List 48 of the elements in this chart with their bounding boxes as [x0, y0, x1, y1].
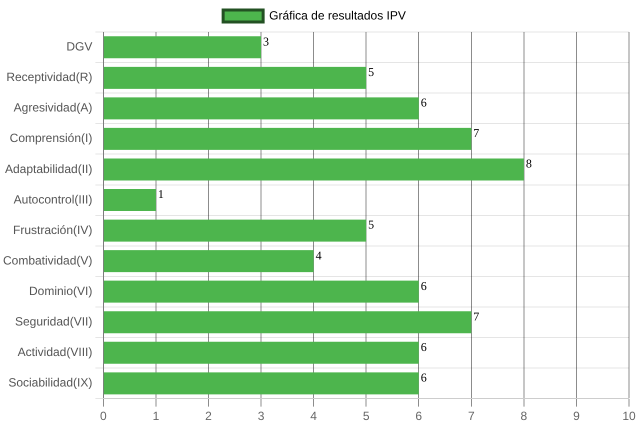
- bar: [104, 220, 366, 242]
- y-tick-label: Sociabilidad(IX): [8, 376, 92, 390]
- y-tick-label: Seguridad(VII): [14, 314, 92, 329]
- x-tick-label: 9: [573, 409, 580, 424]
- y-tick-label: Dominio(VI): [29, 284, 92, 298]
- x-tick-label: 5: [362, 409, 370, 424]
- data-label: 7: [473, 309, 480, 324]
- x-tick-label: 6: [415, 409, 422, 424]
- x-tick-label: 7: [468, 409, 475, 424]
- y-tick-label: DGV: [66, 40, 92, 54]
- x-tick-label: 0: [100, 409, 108, 424]
- bar: [104, 342, 419, 364]
- y-tick-label: Frustración(IV): [13, 222, 92, 237]
- data-label: 6: [420, 96, 427, 110]
- bar: [104, 250, 314, 272]
- x-tick-label: 1: [152, 409, 160, 424]
- y-tick-label: Actividad(VIII): [18, 345, 92, 360]
- data-label: 4: [316, 248, 322, 262]
- data-label: 8: [526, 156, 532, 171]
- data-label: 7: [473, 126, 480, 140]
- bar: [104, 128, 472, 150]
- x-tick-label: 3: [258, 409, 265, 424]
- x-tick-label: 4: [310, 409, 318, 424]
- bar: [104, 36, 262, 58]
- y-tick-label: Autocontrol(III): [14, 192, 92, 206]
- data-label: 5: [368, 64, 374, 79]
- y-tick-label: Adaptabilidad(II): [4, 162, 92, 176]
- y-tick-label: Receptividad(R): [6, 70, 92, 84]
- data-label: 3: [263, 34, 270, 48]
- data-label: 6: [420, 370, 427, 384]
- x-tick-label: 10: [622, 409, 636, 424]
- x-tick-label: 8: [520, 409, 528, 424]
- bar: [104, 372, 419, 394]
- bar: [104, 189, 156, 212]
- data-label: 6: [420, 340, 427, 354]
- data-label: 6: [420, 278, 427, 293]
- bar: [104, 97, 419, 120]
- bar: [104, 311, 472, 334]
- data-label: 1: [158, 187, 164, 202]
- bar: [104, 158, 524, 180]
- y-tick-label: Agresividad(A): [14, 100, 92, 115]
- y-tick-label: Combatividad(V): [2, 253, 92, 268]
- legend-label: Gráfica de resultados IPV: [269, 8, 406, 22]
- bar: [104, 66, 366, 89]
- bar: [104, 280, 419, 303]
- x-tick-label: 2: [205, 409, 212, 424]
- y-tick-label: Comprensión(I): [10, 131, 92, 146]
- data-label: 5: [368, 218, 374, 232]
